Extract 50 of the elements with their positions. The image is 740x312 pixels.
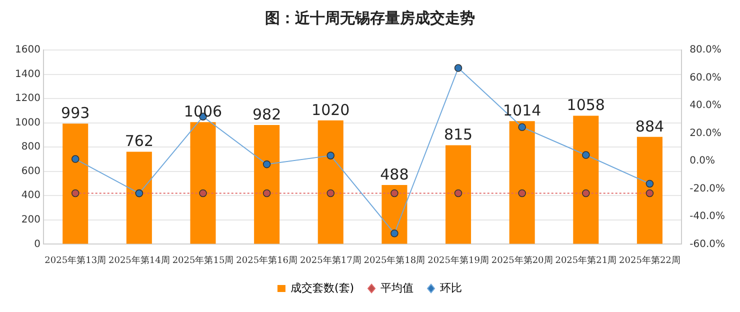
x-tick-label: 2025年第22周 [619,254,680,266]
x-tick-label: 2025年第13周 [44,254,106,266]
data-label: 762 [124,132,154,150]
bar [62,124,88,244]
legend-label: 平均值 [380,281,414,294]
data-label: 1014 [502,102,542,120]
data-label: 488 [380,165,409,184]
bar [254,125,280,244]
y2-tick-label: -60.0% [690,238,726,250]
x-tick-label: 2025年第17周 [300,254,362,266]
x-tick-label: 2025年第19周 [428,254,489,266]
y-tick-label: 1400 [14,68,40,80]
y-tick-label: 200 [21,214,40,226]
legend-label: 成交套数(套) [290,281,354,294]
bar [509,121,535,244]
y2-tick-label: 20.0% [690,128,722,139]
bar [573,116,599,244]
legend-label: 环比 [440,281,462,294]
x-tick-label: 2025年第14周 [108,254,170,266]
y-tick-label: 1200 [14,93,40,104]
x-tick-label: 2025年第18周 [364,254,426,266]
y2-tick-label: -40.0% [690,211,726,222]
y-tick-label: 1000 [14,117,40,128]
x-tick-label: 2025年第16周 [236,254,298,266]
y2-tick-label: 0.0% [690,156,716,167]
y2-tick-label: 40.0% [690,100,722,112]
bar [636,136,662,244]
x-tick-label: 2025年第21周 [555,254,617,266]
data-label: 1020 [312,100,350,119]
y-tick-label: 0 [34,238,40,250]
y-tick-label: 800 [21,142,40,153]
bar [126,152,152,244]
y2-tick-label: -20.0% [690,183,726,194]
chart-title: 图：近十周无锡存量房成交走势 [265,8,475,27]
data-label: 815 [444,126,473,144]
x-tick-label: 2025年第20周 [491,254,553,266]
data-label: 1006 [184,102,222,120]
y-tick-label: 1600 [14,44,40,56]
data-label: 884 [635,117,664,136]
data-label: 1058 [566,96,605,114]
bar [190,122,216,244]
x-tick-label: 2025年第15周 [172,254,234,266]
data-label: 982 [252,105,282,124]
y-tick-label: 600 [21,166,40,177]
data-label: 993 [61,104,90,122]
y2-tick-label: 60.0% [690,72,722,84]
bar [318,120,344,244]
y2-tick-label: 80.0% [690,44,722,56]
y-tick-label: 400 [21,190,40,202]
bar [446,145,472,244]
